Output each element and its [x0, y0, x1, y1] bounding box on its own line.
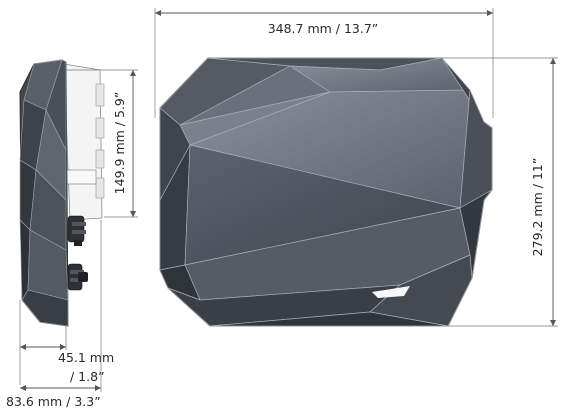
total-depth-label: 83.6 mm / 3.3”: [6, 394, 101, 409]
cable-gland-lower: [67, 263, 88, 291]
width-label: 348.7 mm / 13.7”: [268, 21, 379, 36]
height-dimension: 279.2 mm / 11”: [440, 57, 558, 327]
side-tab-4: [95, 177, 105, 199]
height-label: 279.2 mm / 11”: [530, 158, 545, 257]
depth-dimension: 45.1 mm / 1.8”: [19, 300, 114, 385]
side-tab-1: [95, 83, 105, 107]
side-height-label: 149.9 mm / 5.9”: [112, 92, 127, 195]
cable-gland-upper: [67, 215, 86, 246]
front-view: [159, 57, 493, 327]
side-view: [19, 59, 105, 327]
depth-label-line1: 45.1 mm: [58, 350, 114, 365]
depth-label-line2: / 1.8”: [70, 369, 105, 384]
side-bracket: [65, 169, 97, 185]
side-facets: [19, 59, 69, 327]
side-height-dimension: 149.9 mm / 5.9”: [66, 69, 138, 218]
side-tab-2: [95, 117, 105, 139]
side-tab-3: [95, 149, 105, 169]
total-depth-dimension: 83.6 mm / 3.3”: [6, 220, 102, 409]
front-facets: [159, 57, 493, 327]
width-dimension: 348.7 mm / 13.7”: [154, 8, 494, 118]
